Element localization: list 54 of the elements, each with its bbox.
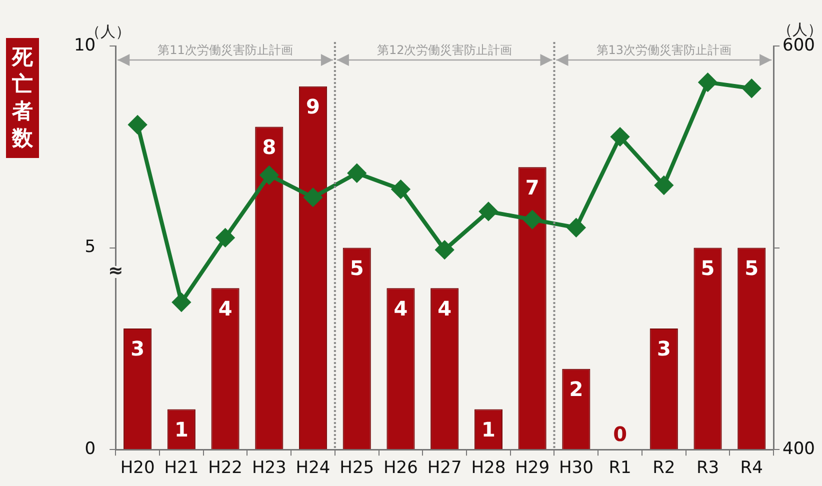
data-label: 5 — [744, 256, 759, 280]
x-tick-label: H22 — [208, 458, 242, 478]
x-tick-label: H20 — [120, 458, 155, 478]
data-label: 1 — [174, 417, 188, 442]
point — [436, 240, 454, 259]
y2-tick-label: 400 — [782, 439, 816, 460]
data-label: 1 — [481, 417, 496, 442]
point — [172, 293, 190, 312]
x-tick-label: H24 — [296, 458, 330, 478]
x-tick-label: H29 — [515, 458, 550, 478]
annotation: 第12次労働災害防止計画 — [376, 43, 512, 58]
point — [128, 116, 147, 134]
data-label: 5 — [350, 256, 364, 280]
x-tick-label: H26 — [384, 458, 418, 478]
x-tick-label: H21 — [164, 458, 199, 478]
y-axis-title: 死亡者数 — [12, 44, 33, 152]
point — [567, 218, 586, 237]
x-tick-label: H30 — [558, 458, 594, 478]
point — [742, 79, 761, 98]
y-tick-label: 5 — [84, 237, 96, 258]
point — [698, 73, 717, 92]
x-tick-label: H28 — [471, 458, 506, 478]
data-label: 2 — [569, 377, 584, 402]
data-label: 4 — [394, 296, 408, 320]
point — [348, 164, 366, 182]
point — [479, 202, 498, 220]
data-label: 8 — [262, 134, 276, 159]
data-label: 4 — [218, 296, 232, 320]
x-tick-label: H23 — [252, 458, 286, 478]
x-tick-label: R4 — [740, 458, 763, 478]
y2-axis-title: （人） — [778, 20, 822, 38]
point — [304, 188, 322, 206]
data-label: 7 — [525, 175, 540, 200]
point — [216, 228, 234, 247]
data-label: 9 — [306, 94, 320, 119]
annotation: 第13次労働災害防止計画 — [596, 43, 732, 58]
data-label: 4 — [438, 296, 452, 320]
data-label: 3 — [656, 336, 671, 361]
point — [260, 166, 278, 184]
annotation: 第11次労働災害防止計画 — [158, 43, 293, 58]
y-tick-label: 0 — [84, 439, 96, 460]
point — [523, 210, 542, 229]
point — [654, 176, 673, 194]
annotation: ≈ — [108, 260, 124, 282]
x-tick-label: R1 — [608, 458, 632, 478]
data-label: 0 — [613, 422, 627, 446]
x-tick-label: R2 — [652, 458, 676, 478]
point — [392, 180, 410, 198]
x-tick-label: R3 — [696, 458, 720, 478]
x-tick-label: H25 — [340, 458, 374, 478]
x-tick-label: H27 — [427, 458, 462, 478]
point — [611, 128, 630, 146]
data-label: 5 — [700, 256, 715, 280]
data-label: 3 — [130, 336, 145, 361]
